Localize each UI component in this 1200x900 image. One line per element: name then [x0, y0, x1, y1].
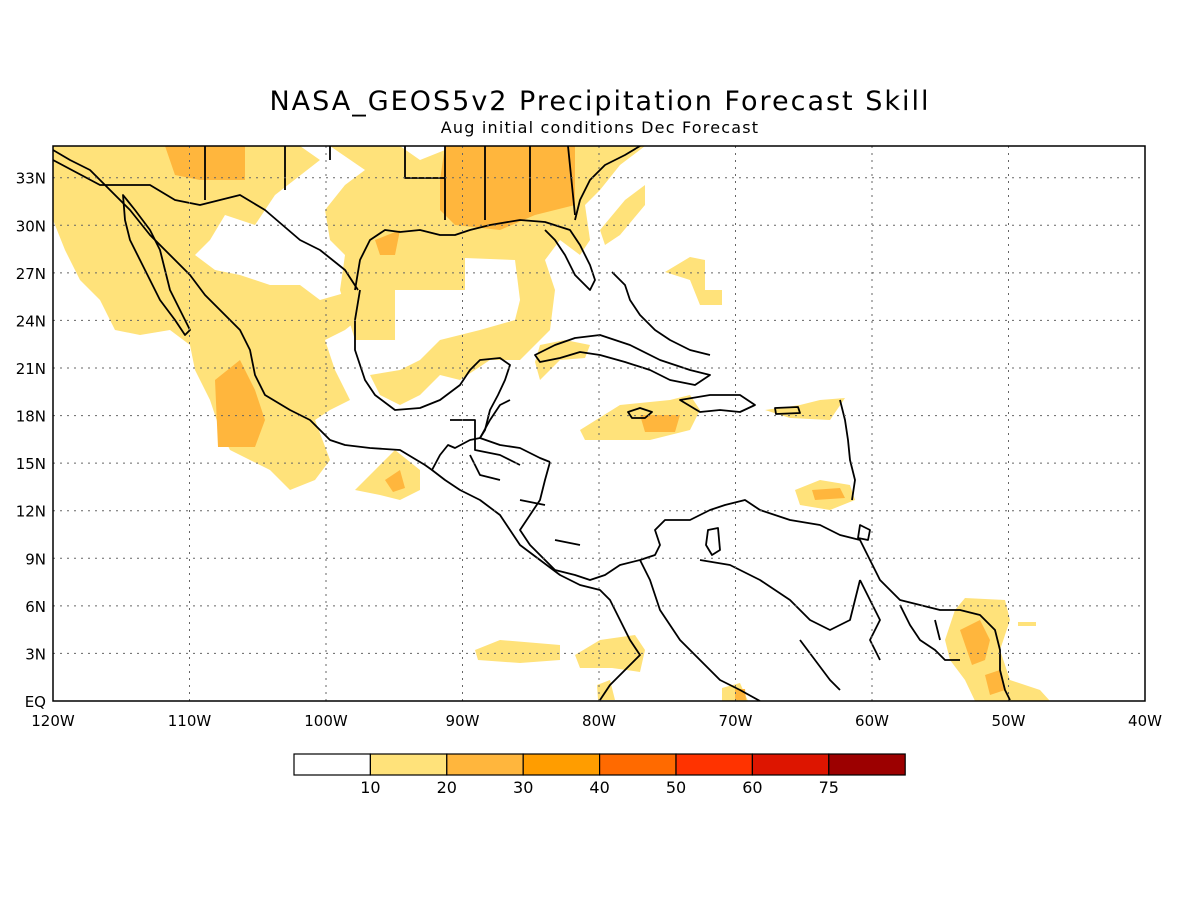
shade-region-southeast-us-30: [440, 146, 575, 230]
colorbar-label: 40: [589, 778, 609, 797]
coastline-us-gulf-mexico: [53, 149, 551, 471]
coastline-gulf-west: [354, 219, 596, 291]
coastline-hispaniola: [679, 394, 756, 413]
colorbar-swatch: [293, 753, 372, 776]
map-gridlines: [53, 146, 1145, 701]
colorbar-label: 60: [742, 778, 762, 797]
border-central-america: [450, 419, 581, 546]
shade-region-baja: [110, 180, 160, 215]
coastline-jamaica: [627, 407, 653, 419]
latitude-tick-labels: EQ 3N 6N 9N 12N 15N 18N 21N 24N 27N 30N 33N: [16, 170, 46, 711]
shade-region-caribbean-30: [640, 415, 680, 432]
coastline-puerto-rico: [774, 406, 801, 415]
coastline-lesser-antilles: [839, 399, 856, 501]
lat-tick-label: EQ: [25, 693, 46, 711]
lon-tick-label: 120W: [31, 712, 75, 730]
coastline-central-america-pacific: [431, 469, 641, 701]
shade-region-colombia-pacific: [575, 635, 645, 672]
shade-region-cuba: [535, 340, 590, 380]
shade-region-guianas: [945, 598, 1050, 701]
lat-tick-label: 12N: [16, 503, 46, 521]
shade-region-sw-mexico-30: [215, 360, 265, 447]
map-frame: [52, 145, 1146, 702]
colorbar: 10 20 30 40 50 60 75: [293, 753, 906, 797]
colorbar-label: 30: [513, 778, 533, 797]
lat-tick-label: 6N: [25, 598, 46, 616]
shade-region-atlantic-bahamas-ne: [665, 257, 722, 305]
shade-region-atlantic-east-fl: [600, 185, 645, 245]
shade-region-amazon-mouth-30: [985, 670, 1005, 695]
coastline-lake-maracaibo: [705, 527, 721, 556]
colorbar-swatch: [751, 753, 830, 776]
map-title: NASA_GEOS5v2 Precipitation Forecast Skil…: [269, 86, 931, 117]
shade-region-pacific-gt: [355, 450, 420, 500]
colorbar-swatch: [675, 753, 754, 776]
lat-tick-label: 24N: [16, 312, 46, 330]
border-us-mexico: [53, 159, 359, 291]
colorbar-label: 10: [360, 778, 380, 797]
shade-region-atlantic-small: [1018, 622, 1036, 626]
lat-tick-label: 27N: [16, 265, 46, 283]
shade-region-gulf-coast: [325, 146, 645, 405]
shade-region-pacific-gt-30: [385, 470, 405, 492]
shade-region-lesser-antilles-30: [812, 488, 845, 500]
lon-tick-label: 60W: [855, 712, 889, 730]
colorbar-label: 20: [437, 778, 457, 797]
lat-tick-label: 21N: [16, 360, 46, 378]
colorbar-swatch: [522, 753, 601, 776]
coastlines: [53, 146, 1011, 701]
coastline-mexico-gulf: [354, 289, 511, 439]
shade-region-caribbean-east: [765, 398, 845, 420]
skill-shading: [53, 146, 1050, 701]
lon-tick-label: 50W: [992, 712, 1026, 730]
colorbar-swatch: [598, 753, 677, 776]
lat-tick-label: 3N: [25, 645, 46, 663]
coastline-bahamas: [611, 271, 711, 356]
map-subtitle: Aug initial conditions Dec Forecast: [440, 118, 760, 137]
coastline-cuba: [534, 334, 711, 386]
lat-tick-label: 33N: [16, 170, 46, 188]
lon-tick-label: 90W: [446, 712, 480, 730]
lat-tick-label: 30N: [16, 217, 46, 235]
coastline-us-atlantic: [574, 146, 641, 221]
lat-tick-label: 9N: [25, 550, 46, 568]
colorbar-swatch: [828, 753, 906, 776]
coastline-baja: [122, 194, 191, 336]
coastline-central-america: [519, 461, 1011, 701]
lon-tick-label: 40W: [1128, 712, 1162, 730]
lon-tick-label: 110W: [168, 712, 212, 730]
coastline-trinidad: [857, 524, 871, 541]
lat-tick-label: 15N: [16, 455, 46, 473]
lon-tick-label: 100W: [304, 712, 348, 730]
longitude-tick-labels: 120W 110W 100W 90W 80W 70W 60W 50W 40W: [31, 712, 1162, 730]
shade-region-guianas-30: [960, 620, 990, 665]
shade-region-nw-mexico: [53, 146, 370, 490]
lon-tick-label: 70W: [719, 712, 753, 730]
border-south-america: [639, 559, 960, 701]
coastline-yucatan: [479, 399, 511, 439]
shade-region-eq-pacific: [475, 640, 560, 663]
lon-tick-label: 80W: [582, 712, 616, 730]
lat-tick-label: 18N: [16, 408, 46, 426]
colorbar-swatch: [446, 753, 524, 776]
colorbar-label: 50: [666, 778, 686, 797]
colorbar-swatch: [369, 753, 448, 776]
colorbar-label: 75: [819, 778, 839, 797]
shade-region-gulf-30: [375, 230, 400, 255]
